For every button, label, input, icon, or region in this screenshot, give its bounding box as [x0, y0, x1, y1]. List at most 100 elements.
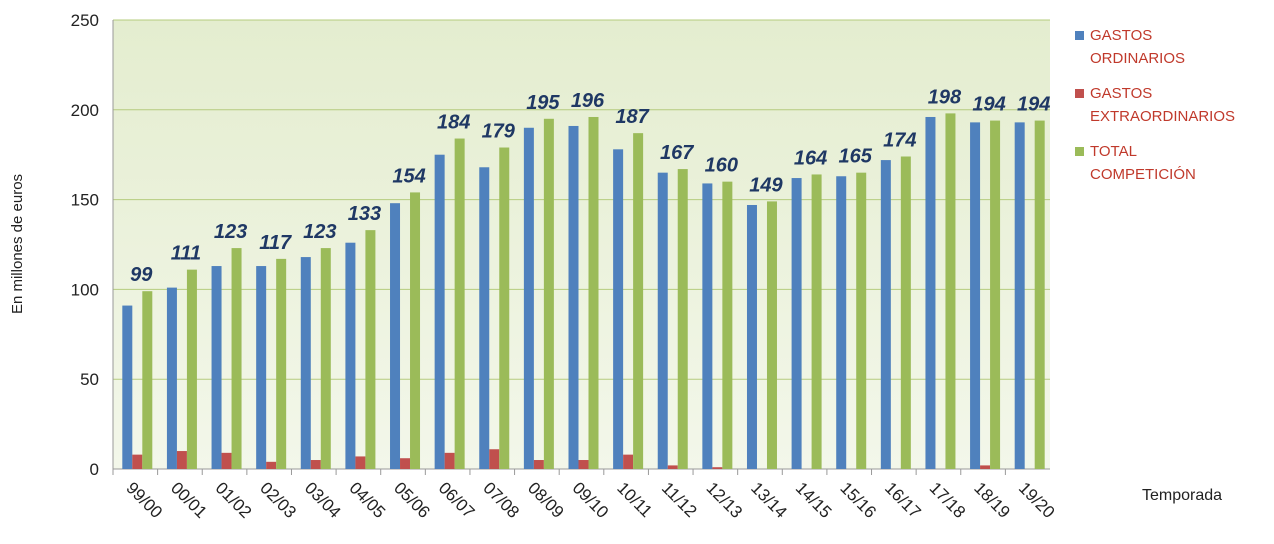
bar	[211, 266, 222, 469]
x-tick-label: 06/07	[435, 478, 479, 522]
plot-area	[113, 20, 1050, 469]
bar	[990, 120, 1001, 470]
x-tick-label: 16/17	[881, 478, 925, 522]
bar	[766, 201, 777, 469]
bar	[533, 460, 544, 469]
bar	[712, 467, 723, 469]
bar	[266, 461, 277, 469]
x-axis-label: Temporada	[1142, 487, 1222, 504]
bar	[543, 118, 554, 469]
data-label: 123	[214, 221, 247, 243]
bar	[657, 172, 668, 469]
x-tick-label: 99/00	[122, 478, 166, 522]
bar	[320, 248, 331, 469]
data-label: 195	[526, 92, 560, 114]
bar	[300, 257, 311, 469]
x-tick-label: 08/09	[524, 478, 568, 522]
bar	[176, 451, 187, 469]
bar	[1034, 120, 1045, 470]
bar	[613, 149, 624, 469]
bar	[256, 266, 267, 469]
bar	[588, 116, 599, 469]
data-label: 194	[1017, 94, 1050, 116]
data-label: 174	[883, 129, 916, 151]
bar	[454, 138, 465, 469]
bar	[231, 248, 242, 469]
data-label: 133	[348, 203, 381, 225]
bar	[791, 178, 802, 469]
legend-label: GASTOS EXTRAORDINARIOS	[1090, 85, 1235, 125]
bar	[811, 174, 822, 469]
x-tick-label: 02/03	[256, 478, 300, 522]
bar	[568, 125, 579, 470]
bar	[880, 160, 891, 469]
x-tick-label: 15/16	[836, 478, 880, 522]
bar	[945, 113, 956, 469]
y-tick-label: 0	[90, 460, 99, 479]
bar	[746, 204, 757, 469]
data-label: 187	[615, 106, 649, 128]
bar	[836, 176, 847, 469]
x-tick-label: 17/18	[926, 478, 970, 522]
bar	[390, 203, 401, 469]
y-axis-label: En millones de euros	[9, 174, 26, 314]
data-label: 194	[972, 94, 1005, 116]
data-label: 117	[259, 232, 292, 254]
x-tick-label: 09/10	[569, 478, 613, 522]
y-tick-label: 250	[71, 11, 99, 30]
bar	[434, 154, 445, 469]
data-label: 154	[392, 165, 425, 187]
bar	[856, 172, 867, 469]
y-tick-label: 200	[71, 101, 99, 120]
bar	[132, 454, 143, 469]
bar	[578, 460, 589, 469]
bar	[523, 127, 534, 469]
bar	[142, 291, 153, 469]
x-tick-label: 14/15	[792, 478, 836, 522]
x-tick-label: 04/05	[346, 478, 390, 522]
x-tick-label: 00/01	[167, 478, 211, 522]
bar	[623, 454, 634, 469]
x-tick-label: 12/13	[703, 478, 747, 522]
legend-swatch	[1075, 89, 1084, 98]
data-label: 167	[660, 142, 694, 164]
data-label: 184	[437, 112, 470, 134]
x-tick-label: 10/11	[613, 478, 656, 521]
bar	[365, 230, 376, 469]
data-label: 99	[130, 264, 153, 286]
data-label: 160	[705, 155, 738, 177]
bar	[667, 465, 678, 469]
x-tick-label: 11/12	[658, 478, 701, 521]
bar	[677, 169, 688, 469]
data-label: 198	[928, 86, 962, 108]
bar	[276, 258, 287, 469]
bar	[633, 133, 644, 469]
bar	[489, 449, 500, 469]
bar	[221, 452, 232, 469]
x-tick-label: 07/08	[479, 478, 523, 522]
bar	[925, 116, 936, 469]
bar	[479, 167, 490, 469]
x-tick-label: 18/19	[970, 478, 1014, 522]
bar	[980, 465, 991, 469]
legend-label: GASTOS ORDINARIOS	[1090, 27, 1185, 67]
x-tick-label: 03/04	[301, 478, 345, 522]
data-label: 149	[749, 174, 783, 196]
bar	[702, 183, 713, 469]
bar	[970, 122, 981, 469]
bar	[345, 242, 356, 469]
bar	[122, 305, 133, 469]
bar	[1014, 122, 1025, 469]
legend-swatch	[1075, 31, 1084, 40]
bar	[166, 287, 177, 469]
data-label: 123	[303, 221, 336, 243]
bar	[410, 192, 421, 469]
bar	[499, 147, 510, 470]
x-tick-label: 01/02	[212, 478, 256, 522]
bar	[186, 269, 197, 469]
data-label: 111	[171, 243, 201, 265]
data-label: 179	[482, 121, 516, 143]
bar	[355, 456, 366, 469]
y-tick-label: 100	[71, 280, 99, 299]
